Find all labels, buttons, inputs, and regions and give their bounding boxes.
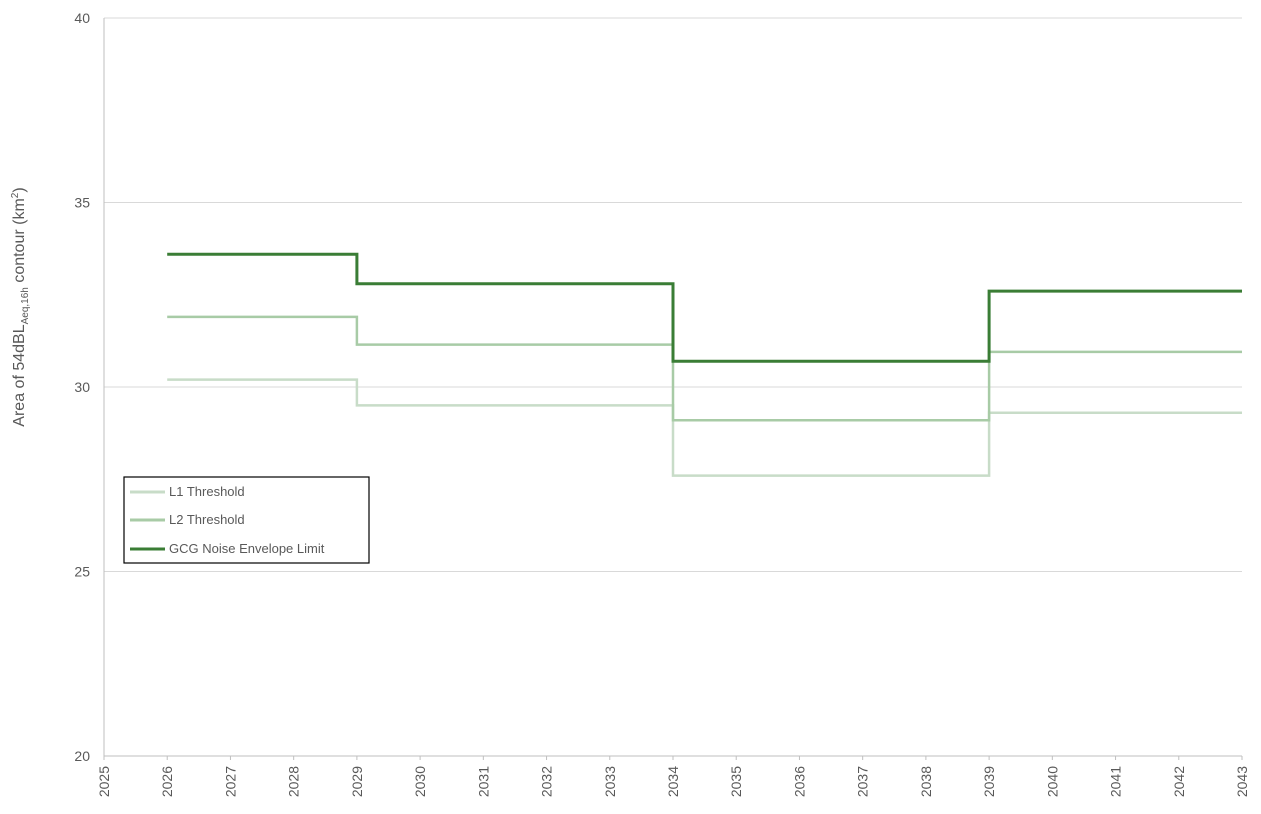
x-tick-label: 2032 (539, 766, 555, 797)
x-tick-label: 2034 (665, 766, 681, 797)
series-lines (167, 252, 1242, 477)
x-tick-label: 2031 (475, 766, 491, 797)
y-tick-label: 25 (74, 564, 90, 580)
x-tick-label: 2043 (1234, 766, 1250, 797)
legend-label-l2: L2 Threshold (169, 512, 245, 527)
x-tick-label: 2041 (1108, 766, 1124, 797)
gridlines (104, 17, 1242, 572)
y-axis-title-suffix: ) (11, 187, 28, 192)
legend: L1 Threshold L2 Threshold GCG Noise Enve… (123, 476, 370, 564)
y-axis-title-middle: contour (km (11, 198, 28, 287)
x-tick-label: 2036 (791, 766, 807, 797)
series-line-gcg-noise-envelope-limit (167, 252, 1242, 363)
x-tick-label: 2025 (96, 766, 112, 797)
y-tick-label: 30 (74, 379, 90, 395)
x-tick-label: 2029 (349, 766, 365, 797)
y-axis-title-superscript: 2 (10, 192, 21, 198)
x-tick-label: 2027 (222, 766, 238, 797)
y-tick-labels: 20 25 30 35 40 (74, 10, 90, 764)
x-tick-label: 2042 (1171, 766, 1187, 797)
legend-label-gcg: GCG Noise Envelope Limit (169, 541, 325, 556)
y-axis-title-subscript: Aeq,16h (20, 287, 31, 324)
x-tick-label: 2033 (602, 766, 618, 797)
x-tick-label: 2035 (728, 766, 744, 797)
x-tick-label: 2038 (918, 766, 934, 797)
y-tick-label: 40 (74, 10, 90, 26)
y-tick-label: 35 (74, 195, 90, 211)
series-line-l1-threshold (167, 378, 1242, 477)
x-tick-label: 2037 (855, 766, 871, 797)
y-axis-title: Area of 54dBLAeq,16h contour (km2) (10, 187, 31, 426)
x-tick-label: 2039 (981, 766, 997, 797)
legend-label-l1: L1 Threshold (169, 484, 245, 499)
y-tick-label: 20 (74, 748, 90, 764)
x-tick-label: 2030 (412, 766, 428, 797)
x-tick-labels: 2025 2026 2027 2028 2029 2030 2031 2032 2033 2034… (96, 756, 1250, 797)
series-line-l2-threshold (167, 315, 1242, 422)
y-axis-title-prefix: Area of 54dBL (11, 324, 28, 426)
x-tick-label: 2026 (159, 766, 175, 797)
x-tick-label: 2028 (286, 766, 302, 797)
x-tick-label: 2040 (1044, 766, 1060, 797)
